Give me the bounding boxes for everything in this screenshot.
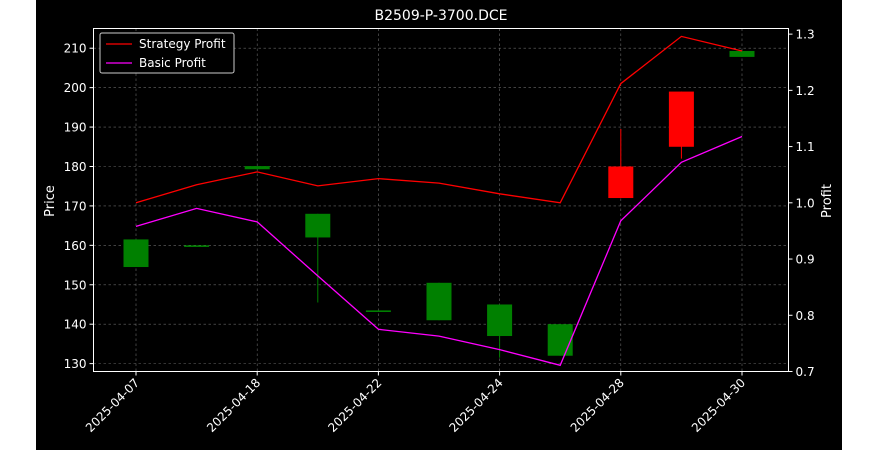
y2-tick-label: 1.2 <box>796 84 815 98</box>
candle-body <box>547 324 573 356</box>
plot-frame <box>93 28 789 372</box>
y-axis-label: Price <box>43 185 58 217</box>
candle-body <box>184 245 210 247</box>
legend-frame <box>99 32 235 74</box>
x-tick-label: 2025-04-28 <box>568 376 627 435</box>
y2-tick-label: 1.1 <box>796 140 815 154</box>
y2-tick-label: 0.7 <box>796 365 815 379</box>
x-tick-label: 2025-04-22 <box>325 376 384 435</box>
chart-title: B2509-P-3700.DCE <box>375 8 508 24</box>
legend-label-basic: Basic Profit <box>139 56 206 70</box>
basic-profit-line <box>135 135 743 367</box>
y2-tick-label: 0.8 <box>796 309 815 323</box>
x-tick-label: 2025-04-18 <box>204 376 263 435</box>
y-tick-label: 160 <box>64 239 87 253</box>
y-tick-label: 200 <box>64 81 87 95</box>
y-tick-label: 130 <box>64 357 87 371</box>
y-tick-label: 150 <box>64 278 87 292</box>
legend-label-strategy: Strategy Profit <box>139 37 226 51</box>
candles <box>123 50 755 358</box>
profit-axis: 0.7 0.8 0.9 1.0 1.1 1.2 1.3 <box>788 28 815 379</box>
y2-tick-label: 0.9 <box>796 253 815 267</box>
x-tick-label: 2025-04-24 <box>447 376 506 435</box>
candle-body <box>426 282 452 321</box>
chart-figure: B2509-P-3700.DCE 130 140 150 160 170 180 190 20… <box>36 0 842 450</box>
strategy-profit-line <box>135 35 743 204</box>
candle-body <box>668 91 694 147</box>
date-axis: 2025-04-07 2025-04-18 2025-04-22 2025-04-24… <box>83 371 748 435</box>
y-tick-label: 140 <box>64 318 87 332</box>
y-tick-label: 210 <box>64 42 87 56</box>
candle-body <box>123 239 149 268</box>
price-axis: 130 140 150 160 170 180 190 200 210 <box>64 42 94 371</box>
x-tick-label: 2025-04-30 <box>689 376 748 435</box>
candle-body <box>487 304 513 337</box>
y2-tick-label: 1.0 <box>796 196 815 210</box>
candle-body <box>608 166 634 199</box>
y-tick-label: 170 <box>64 199 87 213</box>
candlestick-chart: B2509-P-3700.DCE 130 140 150 160 170 180 190 20… <box>43 8 835 435</box>
x-tick-label: 2025-04-07 <box>83 376 142 435</box>
y2-axis-label: Profit <box>820 184 835 218</box>
y2-tick-label: 1.3 <box>796 28 815 42</box>
legend: Strategy Profit Basic Profit <box>99 32 235 74</box>
candle-body <box>729 50 755 57</box>
candle-body <box>244 166 270 170</box>
y-tick-label: 190 <box>64 121 87 135</box>
y-tick-label: 180 <box>64 160 87 174</box>
profit-lines <box>135 35 743 367</box>
candle-body <box>305 213 331 238</box>
candle-body <box>365 310 391 312</box>
